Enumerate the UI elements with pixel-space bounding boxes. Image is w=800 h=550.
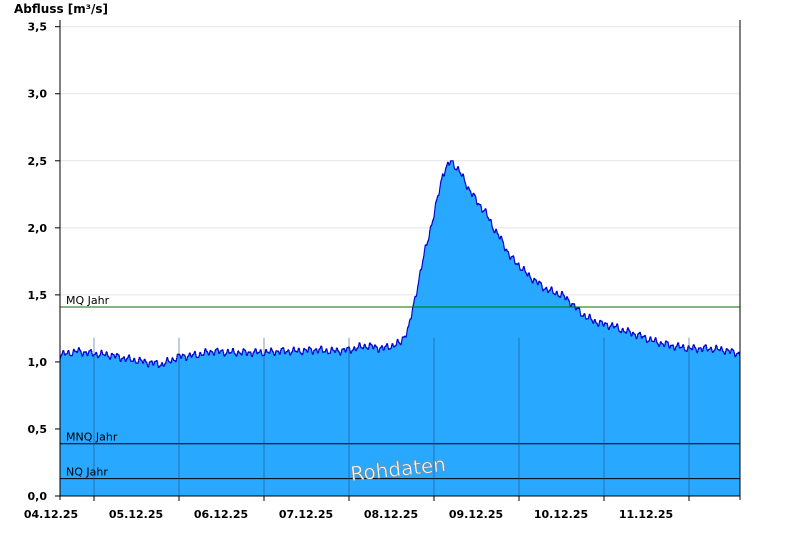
x-tick-label: 07.12.25 [279, 508, 333, 521]
axes [59, 20, 741, 500]
x-tick-label: 05.12.25 [109, 508, 163, 521]
discharge-line [59, 160, 741, 368]
mq-label: MQ Jahr [66, 294, 110, 307]
y-axis-title: Abfluss [m³/s] [14, 2, 108, 16]
y-tick-label: 2,5 [28, 155, 48, 168]
x-tick-label: 06.12.25 [194, 508, 248, 521]
y-tick-label: 1,5 [28, 289, 48, 302]
day-separators [93, 337, 690, 496]
x-tick-label: 11.12.25 [619, 508, 673, 521]
y-tick-label: 1,0 [28, 356, 48, 369]
y-tick-label: 0,5 [28, 423, 48, 436]
reference-lines: MQ Jahr MNQ Jahr NQ Jahr [60, 294, 740, 480]
x-tick-label: 10.12.25 [534, 508, 588, 521]
y-tick-label: 0,0 [28, 490, 48, 503]
ticks: 0,0 0,5 1,0 1,5 2,0 2,5 3,0 3,5 04.12.25 05.12.25… [24, 21, 690, 521]
y-tick-label: 3,5 [28, 21, 48, 34]
x-tick-label: 08.12.25 [364, 508, 418, 521]
mnq-label: MNQ Jahr [66, 431, 118, 444]
discharge-area [60, 160, 740, 497]
nq-label: NQ Jahr [66, 466, 108, 479]
x-tick-label: 09.12.25 [449, 508, 503, 521]
y-tick-label: 3,0 [28, 88, 48, 101]
x-tick-label: 04.12.25 [24, 508, 78, 521]
discharge-series [59, 160, 741, 497]
y-tick-label: 2,0 [28, 222, 48, 235]
